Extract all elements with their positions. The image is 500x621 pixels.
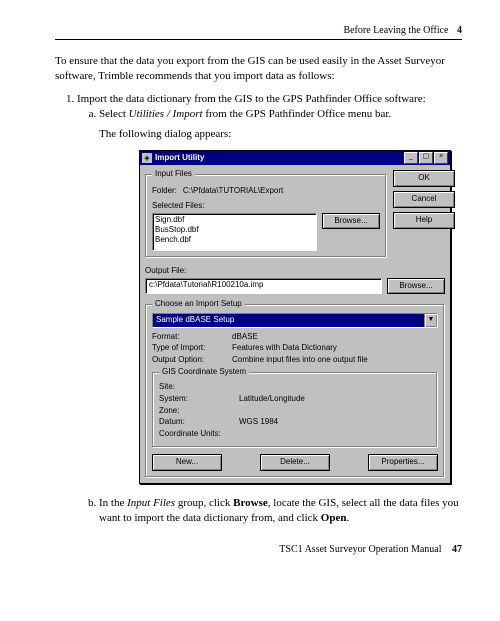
maximize-button[interactable]: ▢	[419, 152, 433, 164]
system-menu-icon[interactable]: ◈	[142, 153, 152, 163]
step-a-post: from the GPS Pathfinder Office menu bar.	[203, 108, 392, 120]
import-setup-selected: Sample dBASE Setup	[153, 314, 424, 327]
step-a-caption: The following dialog appears:	[99, 127, 462, 142]
gis-coord-group: GIS Coordinate System Site: System:Latit…	[152, 372, 438, 448]
kv-row: System:Latitude/Longitude	[159, 394, 431, 405]
step-b-end: .	[346, 512, 349, 524]
import-setup-combo[interactable]: Sample dBASE Setup ▼	[152, 313, 438, 328]
input-files-legend: Input Files	[152, 169, 195, 180]
manual-title: TSC1 Asset Surveyor Operation Manual	[279, 544, 441, 555]
list-item[interactable]: Sign.dbf	[155, 215, 314, 225]
properties-button[interactable]: Properties...	[368, 454, 438, 471]
step-1-text: Import the data dictionary from the GIS …	[77, 93, 426, 105]
section-name: Before Leaving the Office	[343, 25, 448, 36]
kv-row: Site:	[159, 382, 431, 393]
folder-label: Folder:	[152, 186, 177, 197]
kv-row: Output Option:Combine input files into o…	[152, 355, 438, 366]
import-utility-window: ◈ Import Utility _ ▢ × Inp	[139, 150, 451, 484]
step-b-group: Input Files	[127, 497, 175, 509]
step-b-btn1: Browse	[233, 497, 268, 509]
new-button[interactable]: New...	[152, 454, 222, 471]
kv-row: Format:dBASE	[152, 332, 438, 343]
intro-paragraph: To ensure that the data you export from …	[55, 54, 462, 84]
step-b-mid1: group, click	[175, 497, 233, 509]
import-setup-group: Choose an Import Setup Sample dBASE Setu…	[145, 304, 445, 478]
minimize-button[interactable]: _	[404, 152, 418, 164]
page-number: 47	[452, 544, 462, 555]
step-b-btn2: Open	[321, 512, 347, 524]
delete-button[interactable]: Delete...	[260, 454, 330, 471]
chapter-number: 4	[457, 25, 462, 36]
chevron-down-icon[interactable]: ▼	[424, 314, 437, 327]
footer: TSC1 Asset Surveyor Operation Manual 47	[55, 544, 462, 555]
titlebar[interactable]: ◈ Import Utility _ ▢ ×	[140, 151, 450, 165]
step-b-pre: In the	[99, 497, 127, 509]
window-title: Import Utility	[155, 153, 403, 164]
window-body: Input Files Folder: C:\Pfdata\TUTORIAL\E…	[140, 165, 450, 483]
help-button[interactable]: Help	[393, 212, 455, 229]
kv-row: Zone:	[159, 406, 431, 417]
input-files-group: Input Files Folder: C:\Pfdata\TUTORIAL\E…	[145, 174, 387, 258]
browse-output-button[interactable]: Browse...	[387, 278, 445, 294]
import-setup-legend: Choose an Import Setup	[152, 299, 245, 310]
list-item[interactable]: BusStop.dbf	[155, 225, 314, 235]
dialog-screenshot: ◈ Import Utility _ ▢ × Inp	[139, 150, 462, 484]
folder-value: C:\Pfdata\TUTORIAL\Export	[183, 186, 283, 197]
step-a: Select Utilities / Import from the GPS P…	[99, 107, 462, 484]
numbered-list: Import the data dictionary from the GIS …	[55, 92, 462, 526]
step-b: In the Input Files group, click Browse, …	[99, 496, 462, 526]
running-header: Before Leaving the Office 4	[55, 25, 462, 36]
gis-coord-legend: GIS Coordinate System	[159, 367, 249, 378]
alpha-list: Select Utilities / Import from the GPS P…	[77, 107, 462, 526]
close-button[interactable]: ×	[434, 152, 448, 164]
right-button-column: OK Cancel Help	[393, 170, 445, 233]
kv-row: Datum:WGS 1984	[159, 417, 431, 428]
setup-button-row: New... Delete... Properties...	[152, 454, 438, 471]
kv-row: Type of Import:Features with Data Dictio…	[152, 343, 438, 354]
selected-files-label: Selected Files:	[152, 201, 380, 212]
cancel-button[interactable]: Cancel	[393, 191, 455, 208]
list-item[interactable]: Bench.dbf	[155, 235, 314, 245]
header-rule	[55, 39, 462, 40]
ok-button[interactable]: OK	[393, 170, 455, 187]
output-file-textbox[interactable]: c:\Pfdata\Tutorial\R100210a.imp	[145, 278, 382, 294]
step-1: Import the data dictionary from the GIS …	[77, 92, 462, 526]
browse-input-button[interactable]: Browse...	[322, 213, 380, 229]
selected-files-listbox[interactable]: Sign.dbf BusStop.dbf Bench.dbf	[152, 213, 317, 251]
page: Before Leaving the Office 4 To ensure th…	[0, 0, 500, 580]
kv-row: Coordinate Units:	[159, 429, 431, 440]
step-a-pre: Select	[99, 108, 129, 120]
output-file-label: Output File:	[145, 266, 445, 277]
step-a-menu: Utilities / Import	[129, 108, 203, 120]
